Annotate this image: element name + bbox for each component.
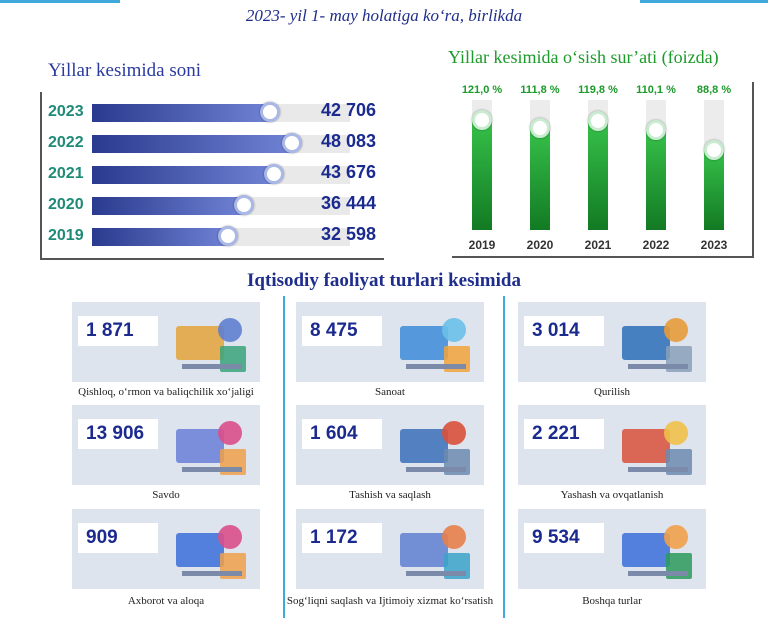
bar-knob [234,195,254,215]
column-value-label: 121,0 % [461,84,503,96]
activity-label: Qurilish [593,386,631,398]
food-service-icon [622,421,692,475]
column-year-label: 2020 [526,238,554,252]
column-bar-2019 [472,118,492,230]
divider-right [503,296,505,618]
column-knob [704,140,724,160]
bar-row-2021: 2021 43 676 [42,162,382,188]
bar-value-label: 43 676 [320,162,376,182]
health-care-icon [400,525,470,579]
construction-icon [622,318,692,372]
divider-left [283,296,285,618]
bar-fill [92,135,292,153]
bar-value-label: 36 444 [320,193,376,213]
shopping-icon [176,421,246,475]
bar-fill [92,197,244,215]
activity-count: 1 871 [78,316,158,346]
activity-label: Boshqa turlar [582,595,642,607]
column-bar-2021 [588,119,608,230]
activity-card: 8 475 [296,302,484,382]
activity-count: 1 604 [302,419,382,449]
column-bar-2020 [530,126,550,230]
activity-label: Qishloq, o‘rmon va baliqchilik xo‘jaligi [78,386,254,398]
other-chart-icon [622,525,692,579]
activity-count: 2 221 [524,419,604,449]
bar-knob [282,133,302,153]
column-year-label: 2023 [700,238,728,252]
activity-count: 3 014 [524,316,604,346]
activity-card: 909 [72,509,260,589]
bar-year-label: 2020 [48,196,84,213]
activity-label: Sanoat [375,386,405,398]
truck-icon [400,421,470,475]
bar-year-label: 2019 [48,227,84,244]
bar-chart-title: Yillar kesimida soni [48,60,202,81]
column-year-label: 2021 [584,238,612,252]
column-knob [472,110,492,130]
column-knob [646,120,666,140]
bar-year-label: 2021 [48,165,84,182]
activity-card: 1 172 [296,509,484,589]
agriculture-icon [176,318,246,372]
activity-count: 1 172 [302,523,382,553]
activity-label: Sog‘liqni saqlash va Ijtimoiy xizmat ko‘… [286,595,494,607]
bar-row-2020: 2020 36 444 [42,193,382,219]
activity-card: 1 604 [296,405,484,485]
activity-card: 2 221 [518,405,706,485]
column-year-label: 2022 [642,238,670,252]
bar-year-label: 2022 [48,134,84,151]
activity-label: Axborot va aloqa [127,595,205,607]
activity-count: 8 475 [302,316,382,346]
activity-card: 1 871 [72,302,260,382]
bar-knob [218,226,238,246]
activity-label: Savdo [152,489,180,501]
activity-count: 13 906 [78,419,158,449]
column-bar-2023 [704,148,724,230]
it-computer-icon [176,525,246,579]
activity-card: 3 014 [518,302,706,382]
bar-value-label: 32 598 [320,224,376,244]
activity-count: 909 [78,523,158,553]
bar-knob [260,102,280,122]
bar-fill [92,166,274,184]
column-year-label: 2019 [468,238,496,252]
top-accent-line [0,0,768,3]
column-value-label: 111,8 % [520,84,560,96]
bar-fill [92,228,228,246]
bar-row-2023: 2023 42 706 [42,100,382,126]
column-knob [588,111,608,131]
column-value-label: 110,1 % [636,84,676,96]
bar-fill [92,104,270,122]
activity-count: 9 534 [524,523,604,553]
page-subtitle: 2023- yil 1- may holatiga ko‘ra, birlikd… [245,6,523,25]
activity-label: Yashash va ovqatlanish [560,489,664,501]
column-value-label: 88,8 % [696,84,732,96]
industry-icon [400,318,470,372]
horizontal-bar-chart: 2023 42 706 2022 48 083 2021 43 676 2020 36 444… [40,92,384,260]
column-chart-title: Yillar kesimida o‘sish sur’ati (foizda) [448,47,719,67]
column-bar-2022 [646,128,666,230]
bar-value-label: 48 083 [320,131,376,151]
activity-card: 9 534 [518,509,706,589]
bar-row-2019: 2019 32 598 [42,224,382,250]
bar-row-2022: 2022 48 083 [42,131,382,157]
bar-knob [264,164,284,184]
bar-value-label: 42 706 [320,100,376,120]
bar-year-label: 2023 [48,103,84,120]
column-value-label: 119,8 % [578,84,618,96]
section-title: Iqtisodiy faoliyat turlari kesimida [247,270,521,291]
column-knob [530,118,550,138]
activity-label: Tashish va saqlash [349,489,431,501]
vertical-column-chart: 121,0 % 2019 111,8 % 2020 119,8 % 2021 110,1 %… [452,82,754,258]
activity-card: 13 906 [72,405,260,485]
